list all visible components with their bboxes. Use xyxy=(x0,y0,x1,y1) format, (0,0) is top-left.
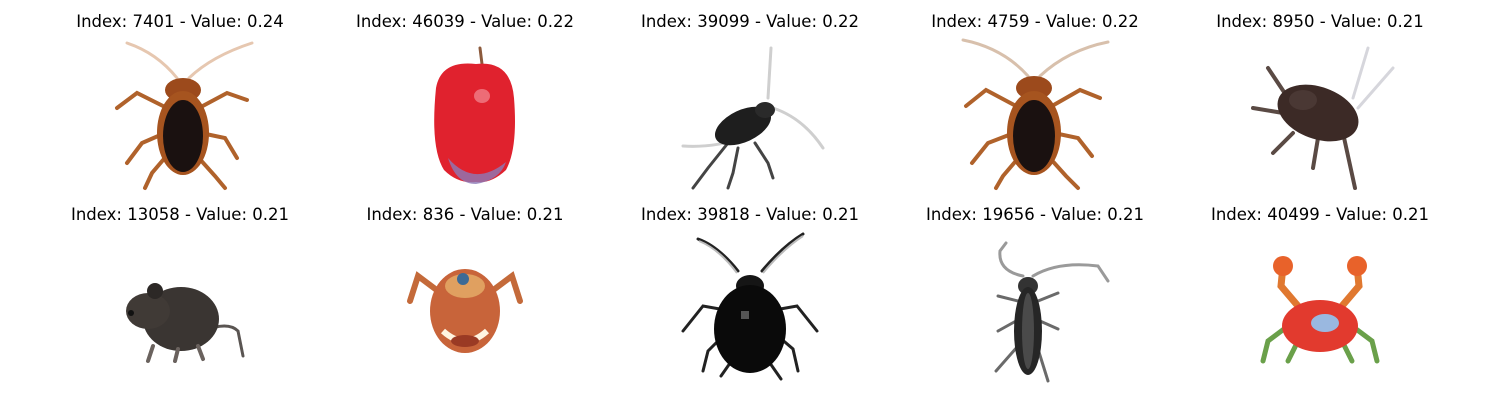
thumbnail-cell: Index: 39818 - Value: 0.21 xyxy=(605,193,895,385)
apple-image xyxy=(396,38,550,192)
thumbnail-cell: Index: 40499 - Value: 0.21 xyxy=(1175,193,1465,385)
cockroach-image xyxy=(958,38,1112,192)
longhorn-beetle-image xyxy=(958,231,1112,385)
thumbnail-title: Index: 39818 - Value: 0.21 xyxy=(640,205,859,224)
cockroach-image xyxy=(107,38,261,192)
thumbnail-cell: Index: 39099 - Value: 0.22 xyxy=(605,0,895,192)
thumbnail-title: Index: 19656 - Value: 0.21 xyxy=(925,205,1144,224)
thumbnail-title: Index: 39099 - Value: 0.22 xyxy=(640,12,859,31)
crab-image xyxy=(388,231,542,385)
thumbnail-title: Index: 7401 - Value: 0.24 xyxy=(76,12,284,31)
thumbnail-title: Index: 13058 - Value: 0.21 xyxy=(70,205,289,224)
thumbnail-title: Index: 8950 - Value: 0.21 xyxy=(1216,12,1424,31)
thumbnail-cell: Index: 7401 - Value: 0.24 xyxy=(35,0,325,192)
beetle-image xyxy=(673,231,827,385)
mouse-image xyxy=(103,231,257,385)
thumbnail-cell: Index: 46039 - Value: 0.22 xyxy=(320,0,610,192)
thumbnail-cell: Index: 13058 - Value: 0.21 xyxy=(35,193,325,385)
crab-image xyxy=(1243,231,1397,385)
cricket-image xyxy=(673,38,827,192)
thumbnail-cell: Index: 8950 - Value: 0.21 xyxy=(1175,0,1465,192)
thumbnail-title: Index: 40499 - Value: 0.21 xyxy=(1210,205,1429,224)
thumbnail-title: Index: 4759 - Value: 0.22 xyxy=(931,12,1139,31)
thumbnail-title: Index: 836 - Value: 0.21 xyxy=(366,205,564,224)
thumbnail-title: Index: 46039 - Value: 0.22 xyxy=(355,12,574,31)
thumbnail-cell: Index: 19656 - Value: 0.21 xyxy=(890,193,1180,385)
cockroach-image xyxy=(1243,38,1397,192)
thumbnail-cell: Index: 836 - Value: 0.21 xyxy=(320,193,610,385)
thumbnail-cell: Index: 4759 - Value: 0.22 xyxy=(890,0,1180,192)
